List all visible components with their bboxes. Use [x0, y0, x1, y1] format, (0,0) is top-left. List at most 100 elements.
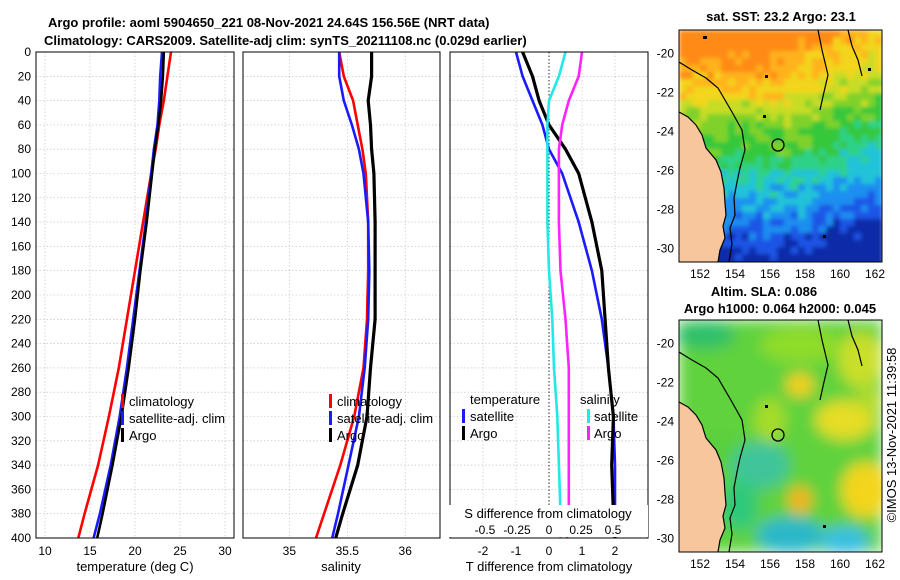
australia-land [679, 402, 726, 552]
sst-cell [868, 51, 876, 59]
sst-cell [861, 72, 869, 80]
sla-anomaly-blob [821, 526, 869, 552]
sst-cell [826, 30, 834, 38]
sst-cell [735, 93, 743, 101]
sla-anomaly-blob [760, 327, 840, 363]
sst-cell [847, 51, 855, 59]
sst-cell [721, 128, 729, 136]
sst-cell [686, 51, 694, 59]
sst-cell [812, 212, 820, 220]
temperature-xlabel: temperature (deg C) [76, 559, 193, 574]
sst-cell [756, 37, 764, 45]
sst-cell [833, 184, 841, 192]
sst-map-frame [678, 29, 883, 263]
sst-cell [875, 226, 882, 234]
sst-cell [840, 51, 848, 59]
sst-cell [854, 233, 862, 241]
sst-cell [777, 121, 785, 129]
sst-cell [826, 156, 834, 164]
sst-cell [777, 65, 785, 73]
sst-cell [812, 44, 820, 52]
sst-cell [784, 107, 792, 115]
sst-cell [861, 240, 869, 248]
sst-cell [805, 198, 813, 206]
sst-cell [798, 233, 806, 241]
profile-line-salinity-satellite [546, 52, 567, 538]
sst-cell [791, 37, 799, 45]
sst-cell [707, 142, 715, 150]
sst-cell [861, 219, 869, 227]
sst-cell [756, 254, 764, 262]
sst-cell [875, 198, 882, 206]
sst-cell [728, 121, 736, 129]
sst-cell [728, 142, 736, 150]
sst-cell [784, 86, 792, 94]
sst-cell [707, 79, 715, 87]
sst-cell [777, 205, 785, 213]
legend-swatch-t-argo [462, 426, 465, 440]
sst-cell [763, 93, 771, 101]
sst-cell [819, 177, 827, 185]
s-tick-label: 0 [546, 523, 553, 537]
sst-cell [784, 44, 792, 52]
sst-cell [861, 254, 869, 262]
sst-cell [840, 44, 848, 52]
sst-cell [875, 30, 882, 38]
sst-cell [770, 212, 778, 220]
sst-cell [819, 156, 827, 164]
sst-cell [840, 58, 848, 66]
sst-cell [875, 233, 882, 241]
sst-cell [805, 142, 813, 150]
sst-cell [875, 163, 882, 171]
sst-cell [812, 93, 820, 101]
sst-cell [840, 170, 848, 178]
sst-cell [756, 170, 764, 178]
sst-cell [707, 128, 715, 136]
sst-cell [847, 30, 855, 38]
reef-mark [823, 525, 826, 528]
sst-cell [721, 44, 729, 52]
sst-cell [784, 149, 792, 157]
sst-cell [854, 212, 862, 220]
sst-cell [770, 205, 778, 213]
sst-cell [763, 163, 771, 171]
sst-cell [840, 114, 848, 122]
sst-cell [700, 107, 708, 115]
sst-cell [826, 198, 834, 206]
sst-cell [805, 205, 813, 213]
x-tick-label: 30 [218, 544, 232, 558]
depth-tick-label: 340 [11, 458, 31, 472]
sst-cell [735, 100, 743, 108]
sst-cell [770, 156, 778, 164]
sst-cell [833, 65, 841, 73]
sst-cell [791, 156, 799, 164]
sst-cell [777, 100, 785, 108]
sst-cell [686, 79, 694, 87]
salinity-xlabel: salinity [321, 559, 361, 574]
sla-anomaly-blob [754, 398, 786, 442]
sst-cell [812, 205, 820, 213]
sst-cell [784, 184, 792, 192]
sst-cell [840, 86, 848, 94]
sst-cell [798, 135, 806, 143]
sst-cell [847, 65, 855, 73]
sst-cell [770, 121, 778, 129]
sst-cell [847, 163, 855, 171]
sst-cell [812, 100, 820, 108]
sst-cell [777, 51, 785, 59]
sst-cell [805, 121, 813, 129]
sst-cell [742, 142, 750, 150]
sst-cell [875, 65, 882, 73]
sst-cell [840, 72, 848, 80]
sst-cell [854, 135, 862, 143]
sst-cell [777, 219, 785, 227]
sst-cell [805, 37, 813, 45]
sst-cell [679, 30, 687, 38]
sst-cell [854, 240, 862, 248]
sst-cell [728, 37, 736, 45]
sst-cell [714, 135, 722, 143]
sst-cell [840, 37, 848, 45]
sst-cell [728, 170, 736, 178]
sst-cell [679, 107, 687, 115]
sst-cell [756, 247, 764, 255]
